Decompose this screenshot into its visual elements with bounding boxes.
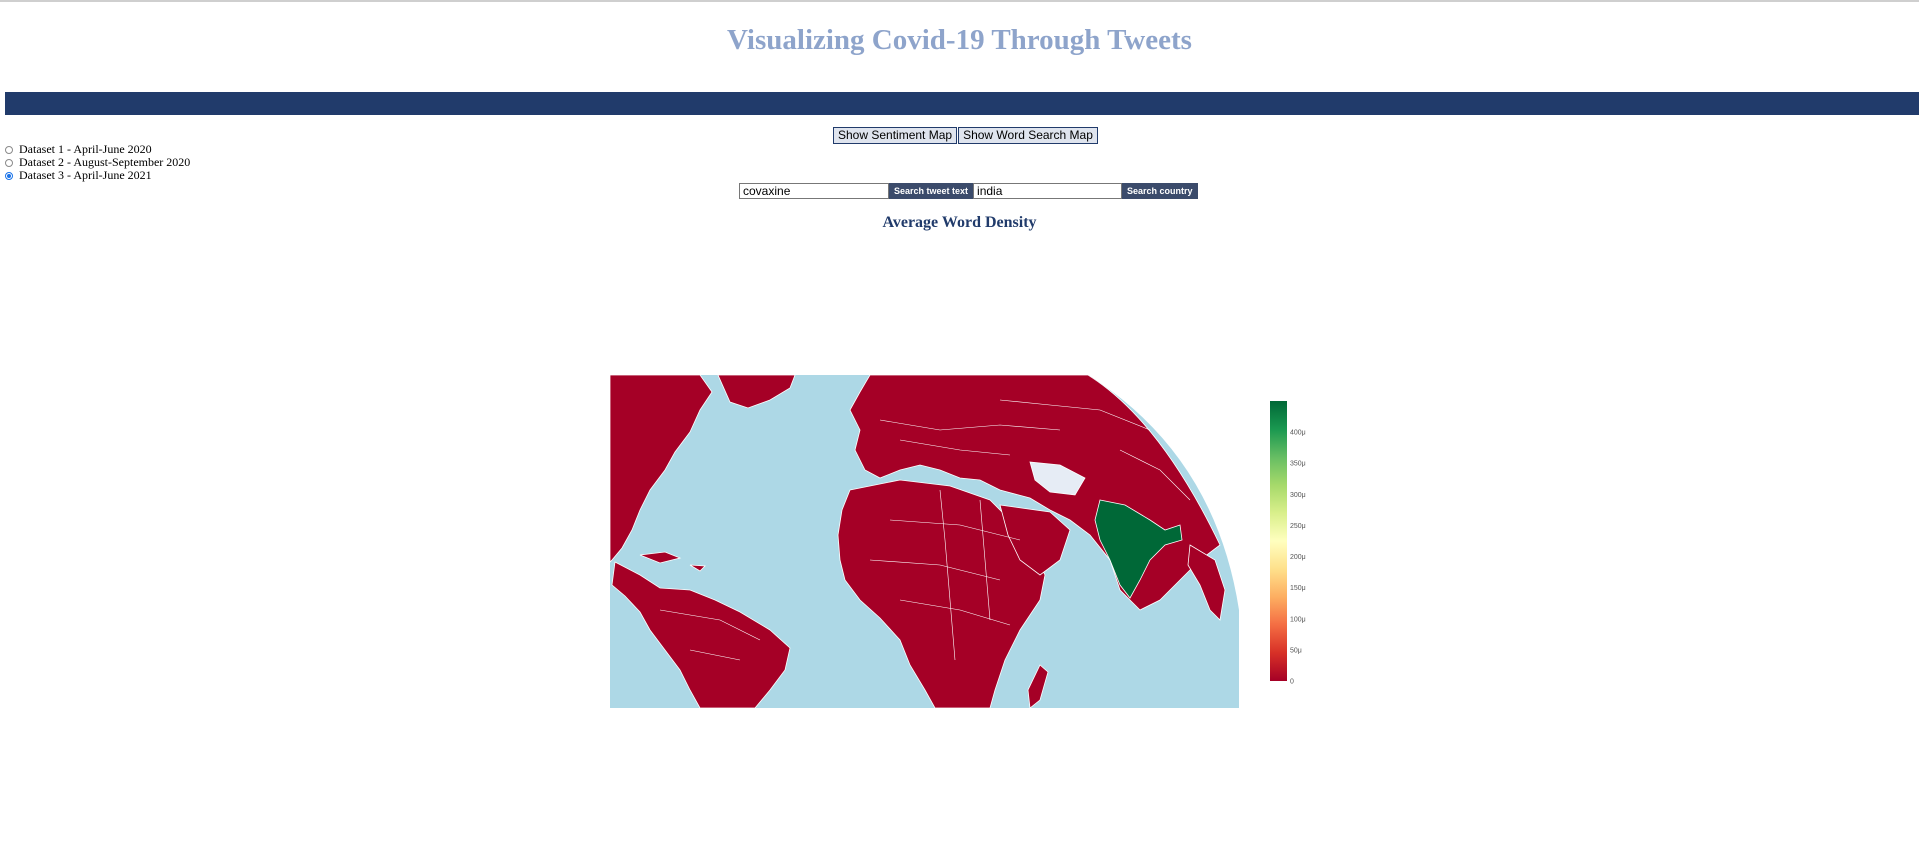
- north-america-region[interactable]: [610, 375, 713, 563]
- tweet-text-input[interactable]: [739, 183, 889, 199]
- map-area[interactable]: [610, 375, 1240, 708]
- colorbar-tick-label: 200μ: [1290, 554, 1306, 561]
- southeast-asia-region[interactable]: [1187, 544, 1226, 621]
- dataset-2-radio[interactable]: [5, 158, 13, 167]
- colorbar-tick-label: 150μ: [1290, 585, 1306, 592]
- dataset-option-1[interactable]: Dataset 1 - April-June 2020: [5, 143, 190, 156]
- dataset-option-2[interactable]: Dataset 2 - August-September 2020: [5, 156, 190, 169]
- search-tweet-text-button[interactable]: Search tweet text: [889, 183, 974, 199]
- colorbar-tick-label: 300μ: [1290, 492, 1306, 499]
- colorbar-ticks: 0 50μ 100μ 150μ 200μ 250μ 300μ 350μ 400μ: [1290, 430, 1306, 686]
- colorbar: 0 50μ 100μ 150μ 200μ 250μ 300μ 350μ 400μ: [1270, 401, 1306, 686]
- colorbar-tick-label: 250μ: [1290, 523, 1306, 530]
- country-input[interactable]: [973, 183, 1123, 199]
- dataset-3-label: Dataset 3 - April-June 2021: [19, 168, 152, 182]
- dataset-radio-group: Dataset 1 - April-June 2020 Dataset 2 - …: [5, 143, 190, 182]
- search-bar: Search tweet text Search country: [739, 183, 1198, 199]
- dataset-2-label: Dataset 2 - August-September 2020: [19, 155, 191, 169]
- show-sentiment-map-button[interactable]: Show Sentiment Map: [833, 127, 958, 144]
- nav-bar: [5, 92, 1919, 115]
- arabia-region[interactable]: [999, 504, 1071, 576]
- dataset-3-radio[interactable]: [5, 171, 13, 180]
- dataset-1-label: Dataset 1 - April-June 2020: [19, 142, 152, 156]
- colorbar-tick-label: 400μ: [1290, 430, 1306, 437]
- dataset-option-3[interactable]: Dataset 3 - April-June 2021: [5, 169, 190, 182]
- colorbar-tick-label: 50μ: [1290, 647, 1302, 654]
- no-data-region[interactable]: [1029, 461, 1086, 496]
- greenland-region[interactable]: [717, 375, 796, 409]
- chart-title: Average Word Density: [882, 214, 1037, 231]
- colorbar-gradient: [1270, 401, 1287, 681]
- dataset-1-radio[interactable]: [5, 145, 13, 154]
- show-word-search-map-button[interactable]: Show Word Search Map: [958, 127, 1098, 144]
- colorbar-tick-label: 350μ: [1290, 461, 1306, 468]
- map-toggle-group: Show Sentiment Map Show Word Search Map: [833, 127, 1099, 144]
- colorbar-tick-label: 0: [1290, 679, 1294, 686]
- madagascar-region[interactable]: [1027, 664, 1049, 708]
- caribbean-region[interactable]: [639, 551, 706, 572]
- south-america-region[interactable]: [611, 561, 791, 708]
- india-region[interactable]: [1094, 499, 1183, 599]
- colorbar-tick-label: 100μ: [1290, 616, 1306, 623]
- country-borders: [659, 399, 1191, 661]
- search-country-button[interactable]: Search country: [1122, 183, 1198, 199]
- top-border: [0, 0, 1919, 2]
- page-title: Visualizing Covid-19 Through Tweets: [727, 24, 1192, 56]
